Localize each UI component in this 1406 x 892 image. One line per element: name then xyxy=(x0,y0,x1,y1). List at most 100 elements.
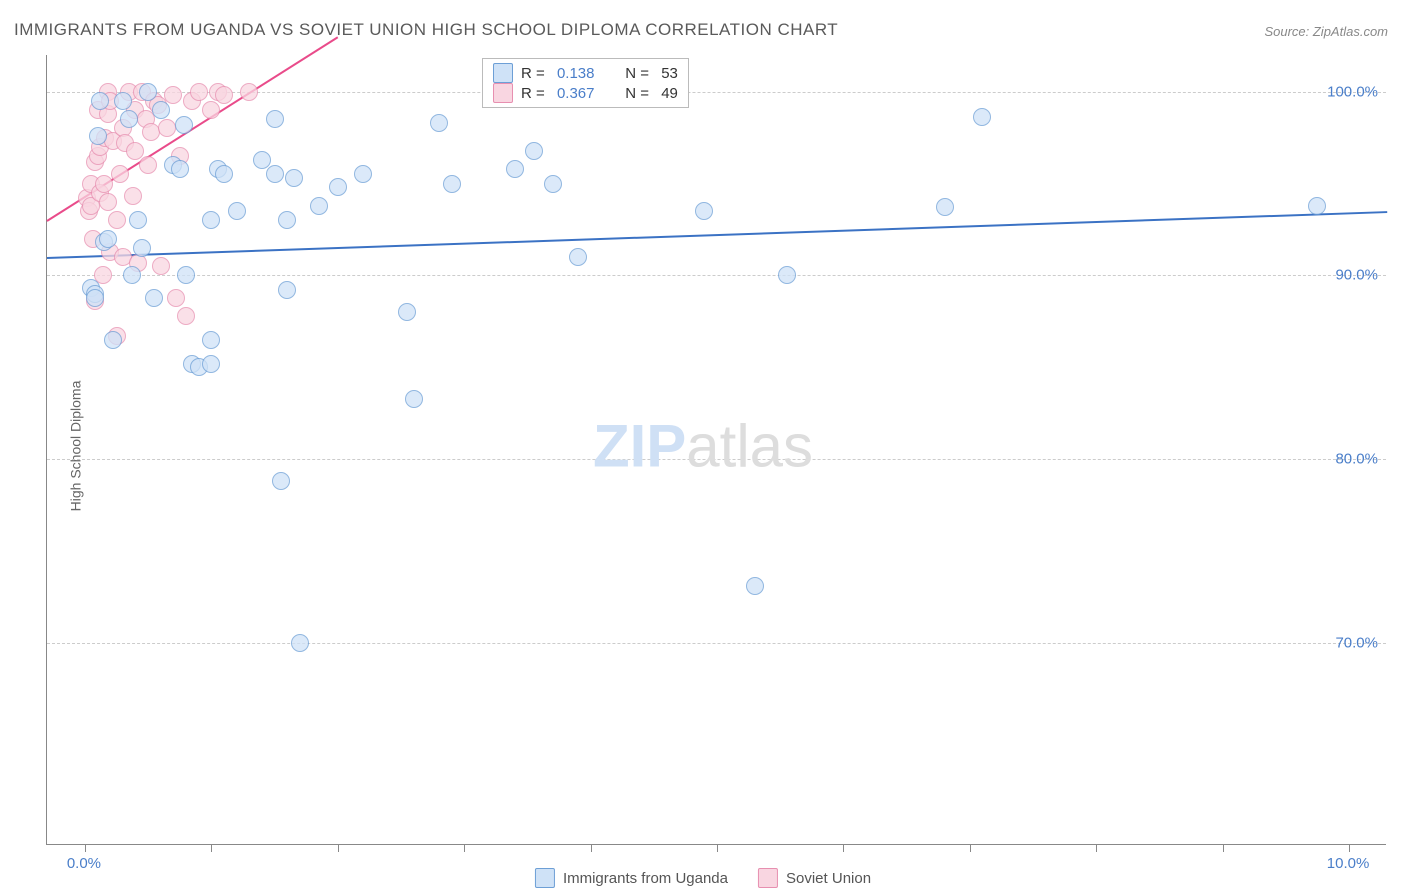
data-point xyxy=(266,110,284,128)
y-tick-label: 90.0% xyxy=(1335,267,1378,284)
legend-series: Immigrants from Uganda Soviet Union xyxy=(535,868,871,888)
x-tick xyxy=(464,844,465,852)
data-point xyxy=(99,193,117,211)
legend-label: Soviet Union xyxy=(786,870,871,887)
data-point xyxy=(111,165,129,183)
data-point xyxy=(133,239,151,257)
legend-swatch xyxy=(758,868,778,888)
legend-item: Soviet Union xyxy=(758,868,871,888)
legend-stats: R = 0.138 N = 53R = 0.367 N = 49 xyxy=(482,58,689,108)
data-point xyxy=(104,331,122,349)
data-point xyxy=(129,211,147,229)
legend-swatch xyxy=(535,868,555,888)
data-point xyxy=(99,230,117,248)
data-point xyxy=(167,289,185,307)
data-point xyxy=(123,266,141,284)
data-point xyxy=(95,175,113,193)
data-point xyxy=(202,331,220,349)
data-point xyxy=(124,187,142,205)
x-tick xyxy=(85,844,86,852)
data-point xyxy=(936,198,954,216)
x-tick xyxy=(843,844,844,852)
y-tick-label: 70.0% xyxy=(1335,634,1378,651)
plot-area: 70.0% 80.0% 90.0% 100.0% xyxy=(46,55,1386,845)
x-tick xyxy=(1223,844,1224,852)
legend-n-label: N = xyxy=(617,65,653,82)
data-point xyxy=(152,101,170,119)
data-point xyxy=(354,165,372,183)
gridline-h xyxy=(47,459,1386,460)
data-point xyxy=(145,289,163,307)
data-point xyxy=(175,116,193,134)
data-point xyxy=(430,114,448,132)
data-point xyxy=(177,307,195,325)
data-point xyxy=(746,577,764,595)
data-point xyxy=(278,211,296,229)
data-point xyxy=(177,266,195,284)
data-point xyxy=(228,202,246,220)
data-point xyxy=(108,211,126,229)
data-point xyxy=(310,197,328,215)
data-point xyxy=(91,92,109,110)
data-point xyxy=(202,101,220,119)
data-point xyxy=(215,86,233,104)
legend-r-value: 0.367 xyxy=(557,85,609,102)
legend-swatch xyxy=(493,83,513,103)
legend-r-label: R = xyxy=(521,65,549,82)
legend-item: Immigrants from Uganda xyxy=(535,868,728,888)
x-tick xyxy=(970,844,971,852)
data-point xyxy=(443,175,461,193)
data-point xyxy=(158,119,176,137)
data-point xyxy=(202,355,220,373)
data-point xyxy=(525,142,543,160)
data-point xyxy=(544,175,562,193)
data-point xyxy=(569,248,587,266)
x-tick-label: 0.0% xyxy=(67,855,101,872)
data-point xyxy=(171,160,189,178)
x-tick xyxy=(591,844,592,852)
legend-r-value: 0.138 xyxy=(557,65,609,82)
trend-line xyxy=(47,211,1387,259)
legend-n-value: 53 xyxy=(661,65,678,82)
data-point xyxy=(973,108,991,126)
data-point xyxy=(215,165,233,183)
data-point xyxy=(89,127,107,145)
data-point xyxy=(164,86,182,104)
data-point xyxy=(202,211,220,229)
chart-title: IMMIGRANTS FROM UGANDA VS SOVIET UNION H… xyxy=(14,20,838,40)
data-point xyxy=(240,83,258,101)
legend-stat-row: R = 0.138 N = 53 xyxy=(493,63,678,83)
y-tick-label: 80.0% xyxy=(1335,451,1378,468)
data-point xyxy=(506,160,524,178)
data-point xyxy=(778,266,796,284)
gridline-h xyxy=(47,275,1386,276)
x-tick-label: 10.0% xyxy=(1327,855,1370,872)
data-point xyxy=(190,83,208,101)
data-point xyxy=(1308,197,1326,215)
data-point xyxy=(152,257,170,275)
legend-stat-row: R = 0.367 N = 49 xyxy=(493,83,678,103)
source-attribution: Source: ZipAtlas.com xyxy=(1264,24,1388,39)
legend-r-label: R = xyxy=(521,85,549,102)
data-point xyxy=(291,634,309,652)
data-point xyxy=(126,142,144,160)
x-tick xyxy=(211,844,212,852)
data-point xyxy=(139,156,157,174)
x-tick xyxy=(1096,844,1097,852)
y-tick-label: 100.0% xyxy=(1327,83,1378,100)
data-point xyxy=(86,289,104,307)
x-tick xyxy=(717,844,718,852)
data-point xyxy=(398,303,416,321)
legend-n-label: N = xyxy=(617,85,653,102)
data-point xyxy=(405,390,423,408)
data-point xyxy=(329,178,347,196)
legend-n-value: 49 xyxy=(661,85,678,102)
legend-label: Immigrants from Uganda xyxy=(563,870,728,887)
data-point xyxy=(139,83,157,101)
data-point xyxy=(278,281,296,299)
data-point xyxy=(142,123,160,141)
data-point xyxy=(272,472,290,490)
data-point xyxy=(114,92,132,110)
gridline-h xyxy=(47,643,1386,644)
data-point xyxy=(285,169,303,187)
